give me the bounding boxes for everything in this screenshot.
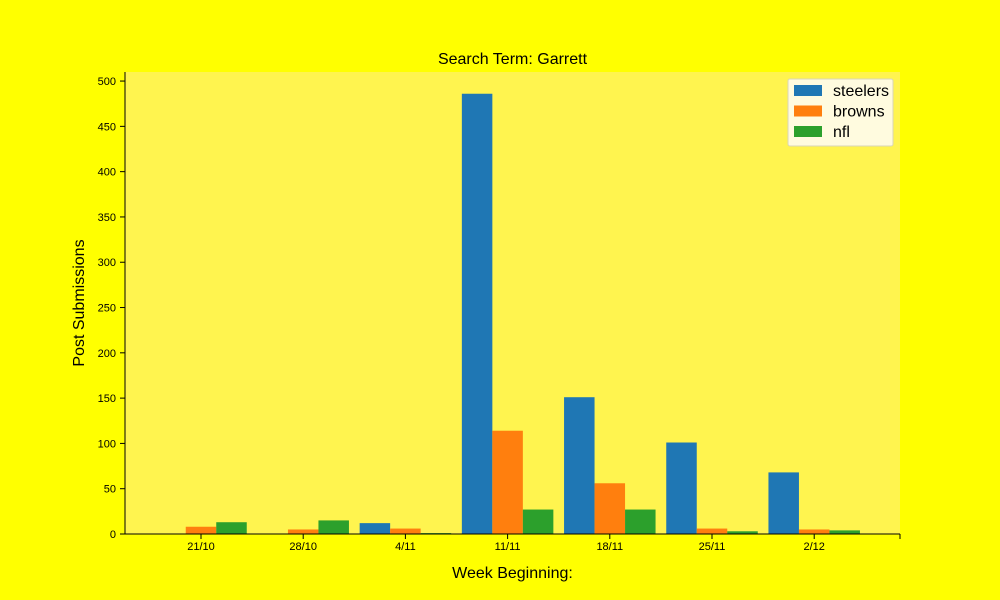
bar-steelers-2 [359, 523, 391, 534]
bar-steelers-4 [564, 397, 595, 534]
x-tick-label: 2/12 [803, 541, 824, 553]
bar-nfl-5 [727, 531, 758, 534]
bar-browns-6 [798, 529, 830, 534]
bar-nfl-6 [829, 530, 860, 534]
bar-nfl-0 [216, 522, 247, 534]
y-axis: 0 50 100 150 200 250 300 350 400 450 500 [98, 72, 126, 541]
legend-label-steelers: steelers [833, 83, 889, 100]
legend-swatch-nfl [794, 126, 822, 137]
bar-browns-2 [390, 528, 421, 534]
x-tick-label: 4/11 [395, 541, 416, 553]
x-tick-label: 28/10 [289, 541, 317, 553]
bar-nfl-3 [522, 509, 554, 534]
bar-steelers-5 [666, 442, 697, 534]
legend-swatch-steelers [794, 85, 822, 96]
y-axis-title: Post Submissions [71, 239, 88, 366]
bar-nfl-4 [625, 509, 656, 534]
y-tick-label: 50 [104, 484, 116, 496]
bars-group [185, 93, 860, 535]
x-tick-label: 25/11 [699, 541, 726, 553]
x-tick-label: 11/11 [495, 541, 521, 553]
x-tick-label: 21/10 [187, 541, 215, 553]
y-tick-label: 250 [98, 303, 116, 315]
bar-steelers-3 [461, 93, 493, 535]
y-tick-label: 500 [98, 76, 116, 88]
bar-steelers-6 [768, 472, 799, 534]
bar-browns-0 [185, 526, 217, 534]
bar-nfl-1 [318, 520, 349, 534]
legend: steelers browns nfl [787, 78, 894, 147]
y-tick-label: 100 [98, 438, 116, 450]
bar-browns-5 [696, 528, 728, 534]
y-tick-label: 300 [98, 257, 116, 269]
y-tick-label: 350 [98, 212, 116, 224]
y-tick-label: 200 [98, 348, 116, 360]
bar-browns-3 [492, 430, 523, 534]
y-tick-label: 0 [110, 529, 116, 541]
legend-swatch-browns [794, 105, 822, 117]
y-tick-label: 450 [98, 121, 116, 133]
y-tick-label: 150 [98, 393, 116, 405]
chart-title: Search Term: Garrett [438, 51, 588, 68]
x-axis: 21/10 28/10 4/11 11/11 18/11 25/11 2/12 [125, 533, 901, 553]
legend-label-nfl: nfl [833, 124, 850, 141]
y-tick-label: 400 [98, 167, 116, 179]
legend-label-browns: browns [833, 104, 885, 121]
x-axis-title: Week Beginning: [452, 565, 573, 582]
bar-browns-1 [287, 529, 319, 534]
bar-browns-4 [594, 483, 626, 534]
x-tick-label: 18/11 [596, 541, 623, 553]
